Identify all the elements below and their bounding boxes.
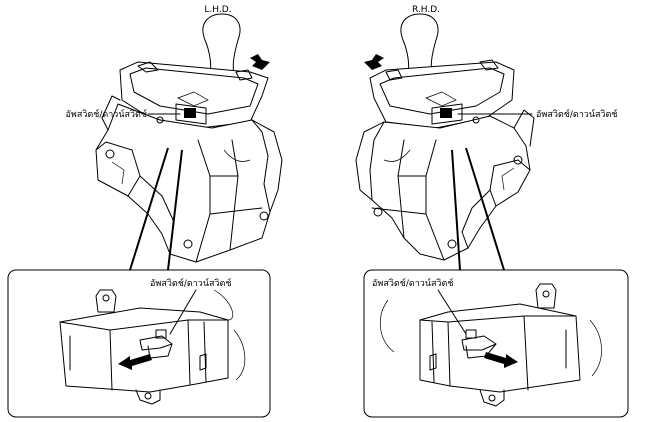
rhd-shift-bezel (369, 61, 515, 129)
rhd-detail-arrow (484, 352, 518, 368)
lhd-detail-view: อัพสวิตช์/ดาวน์สวิตช์ (7, 269, 271, 418)
rhd-direction-arrow (364, 54, 384, 70)
lhd-updown-switch (184, 108, 196, 118)
lhd-shift-assembly: อัพสวิตช์/ดาวน์สวิตช์ (66, 13, 283, 271)
lhd-shift-knob (202, 13, 241, 79)
rhd-shift-assembly: อัพสวิตช์/ดาวน์สวิตช์ (355, 13, 617, 271)
lhd-detail-frame (7, 269, 271, 418)
header-lhd: L.H.D. (204, 5, 231, 15)
header-rhd: R.H.D. (412, 5, 440, 15)
rhd-detail-label: อัพสวิตช์/ดาวน์สวิตช์ (372, 277, 453, 289)
rhd-detail-view: อัพสวิตช์/ดาวน์สวิตช์ (363, 269, 629, 418)
lhd-shift-bezel (119, 61, 269, 129)
lhd-detail-label: อัพสวิตช์/ดาวน์สวิตช์ (150, 277, 231, 289)
rhd-shift-housing (369, 115, 531, 261)
rhd-switch-label: อัพสวิตช์/ดาวน์สวิตช์ (536, 108, 617, 120)
lhd-detail-arrow (118, 354, 152, 370)
lhd-direction-arrow (250, 54, 270, 70)
rhd-shift-knob (400, 13, 439, 79)
lhd-switch-label: อัพสวิตช์/ดาวน์สวิตช์ (66, 108, 147, 120)
rhd-updown-switch (440, 108, 452, 118)
